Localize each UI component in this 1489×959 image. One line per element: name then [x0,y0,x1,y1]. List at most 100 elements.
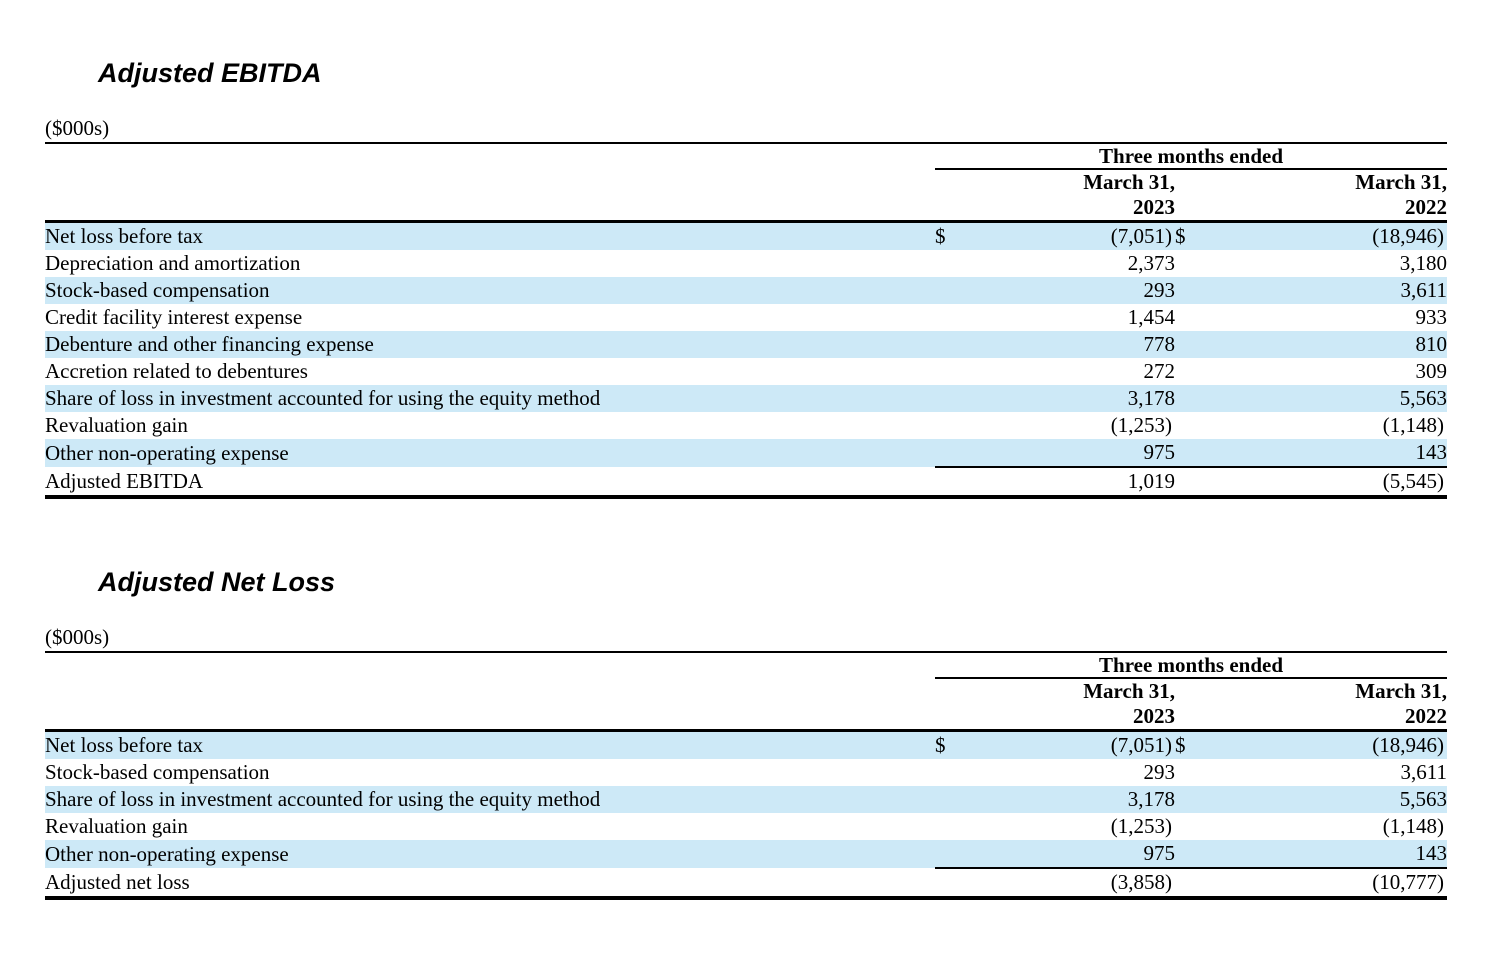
value-col2: 143 [1235,439,1448,468]
value-col1: (7,051) [975,730,1175,759]
table-row: Share of loss in investment accounted fo… [45,786,1448,813]
row-label: Accretion related to debentures [45,359,308,383]
column-header-2022: March 31, 2022 [1175,678,1448,732]
value-col2: (1,148) [1382,413,1445,437]
row-label: Depreciation and amortization [45,251,301,275]
table-row: Revaluation gain (1,253) (1,148) [45,813,1447,840]
section-adjusted-ebitda: Adjusted EBITDA ($000s) Three months end… [45,0,1448,499]
currency-symbol-col1: $ [935,221,975,250]
currency-symbol-col1 [935,813,975,840]
currency-symbol-col1 [935,786,975,813]
table-row: Credit facility interest expense 1,454 933 [45,304,1447,331]
row-label: Other non-operating expense [45,840,935,868]
row-label: Debenture and other financing expense [45,331,935,358]
value-col2: 3,611 [1235,277,1448,304]
currency-symbol-col2 [1175,412,1235,439]
table-row: Share of loss in investment accounted fo… [45,385,1448,412]
currency-symbol-col2 [1175,868,1235,900]
column-header-year: 2022 [1405,195,1448,219]
currency-symbol-col1 [935,439,975,468]
column-header-row: March 31, 2023 March 31, 2022 [45,678,1448,732]
currency-symbol-col1 [935,868,975,900]
table-row: Adjusted EBITDA 1,019 (5,545) [45,467,1448,499]
empty-header-cell [45,144,935,169]
currency-symbol-col1 [935,358,975,385]
column-group-header: Three months ended [935,144,1448,170]
table-row: Debenture and other financing expense 778… [45,331,1448,358]
currency-symbol-col2 [1175,467,1235,499]
units-label: ($000s) [45,626,1447,653]
adjusted-net-loss-table: Three months ended March 31, 2023 March … [45,653,1448,900]
currency-symbol-col1 [935,412,975,439]
column-header-year: 2023 [1133,704,1175,728]
column-header-2023: March 31, 2023 [935,169,1175,223]
value-col2: 810 [1235,331,1448,358]
section-adjusted-net-loss: Adjusted Net Loss ($000s) Three months e… [45,499,1448,900]
column-header-month: March 31, [1355,170,1448,194]
value-col2: 143 [1235,840,1448,869]
row-label: Adjusted EBITDA [45,467,935,499]
table-row: Net loss before tax $ (7,051) $ (18,946) [45,221,1448,250]
section-title-adjusted-net-loss: Adjusted Net Loss [98,567,336,597]
currency-symbol-col2 [1175,759,1235,786]
value-col1: (1,253) [1110,413,1172,437]
currency-symbol-col2 [1175,385,1235,412]
empty-header-cell [45,678,935,732]
value-col1: 3,178 [975,786,1175,813]
value-col1: (7,051) [975,221,1175,250]
column-group-header: Three months ended [935,653,1448,679]
currency-symbol-col2 [1175,358,1235,385]
currency-symbol-col2 [1175,439,1235,468]
currency-symbol-col2 [1175,304,1235,331]
column-header-2022: March 31, 2022 [1175,169,1448,223]
table-row: Stock-based compensation 293 3,611 [45,759,1447,786]
row-label: Share of loss in investment accounted fo… [45,786,935,813]
currency-symbol-col2 [1175,840,1235,869]
value-col2: (18,946) [1235,730,1448,759]
currency-symbol-col2 [1175,250,1235,277]
row-label: Revaluation gain [45,413,188,437]
currency-symbol-col1 [935,250,975,277]
value-col2: 3,611 [1400,760,1448,784]
table-row: Stock-based compensation 293 3,611 [45,277,1448,304]
currency-symbol-col1 [935,759,975,786]
table-row: Depreciation and amortization 2,373 3,180 [45,250,1447,277]
value-col2: (18,946) [1235,221,1448,250]
row-label: Share of loss in investment accounted fo… [45,385,935,412]
value-col1: 1,019 [975,467,1175,499]
value-col2: 3,180 [1399,251,1448,275]
value-col2: (10,777) [1235,868,1448,900]
currency-symbol-col2 [1175,277,1235,304]
currency-symbol-col1 [935,331,975,358]
value-col1: 293 [1143,760,1176,784]
value-col1: (3,858) [975,868,1175,900]
row-label: Net loss before tax [45,221,935,250]
value-col1: 293 [975,277,1175,304]
currency-symbol-col2 [1175,813,1235,840]
currency-symbol-col1 [935,304,975,331]
document-content: Adjusted EBITDA ($000s) Three months end… [45,0,1448,900]
value-col1: 975 [975,439,1175,468]
currency-symbol-col1 [935,840,975,869]
value-col2: (5,545) [1235,467,1448,499]
empty-header-cell [45,169,935,223]
empty-header-cell [45,653,935,678]
adjusted-ebitda-table: Three months ended March 31, 2023 March … [45,144,1448,499]
value-col1: 2,373 [1127,251,1175,275]
row-label: Stock-based compensation [45,277,935,304]
column-header-month: March 31, [1083,170,1175,194]
currency-symbol-col1 [935,467,975,499]
row-label: Credit facility interest expense [45,305,303,329]
row-label: Stock-based compensation [45,760,270,784]
value-col2: 5,563 [1235,786,1448,813]
currency-symbol-col1: $ [935,730,975,759]
value-col1: (1,253) [1110,814,1172,838]
value-col2: 309 [1415,359,1448,383]
column-header-month: March 31, [1083,679,1175,703]
column-header-year: 2022 [1405,704,1448,728]
value-col1: 975 [975,840,1175,869]
column-header-2023: March 31, 2023 [935,678,1175,732]
currency-symbol-col2: $ [1175,221,1235,250]
table-row: Adjusted net loss (3,858) (10,777) [45,868,1448,900]
